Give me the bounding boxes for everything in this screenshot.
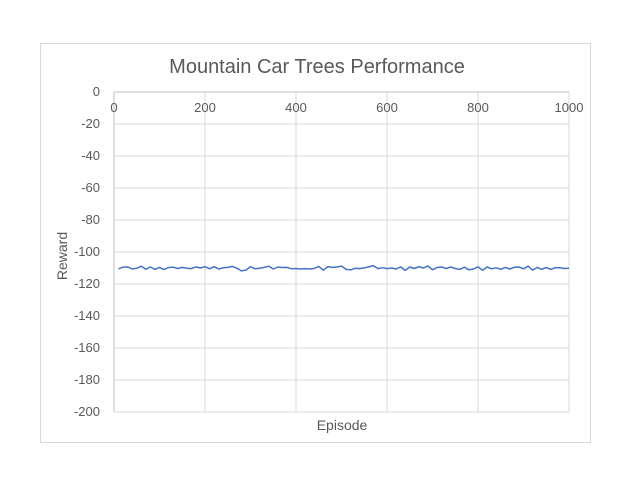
y-tick-label: -100 — [74, 244, 100, 259]
y-tick-label: -180 — [74, 372, 100, 387]
gridlines — [114, 92, 570, 413]
tick-labels: 0 -20 -40 -60 -80 -100 -120 -140 -160 -180 -200 0 20… — [74, 84, 583, 419]
x-tick-label: 0 — [110, 100, 117, 115]
x-tick-label: 1000 — [555, 100, 584, 115]
chart-title: Mountain Car Trees Performance — [169, 56, 465, 78]
series-line — [118, 264, 570, 272]
series-layer — [118, 264, 570, 272]
y-tick-label: -120 — [74, 276, 100, 291]
chart-area: 0 -20 -40 -60 -80 -100 -120 -140 -160 -180 -200 0 20… — [40, 43, 591, 443]
y-tick-label: -160 — [74, 340, 100, 355]
y-tick-label: -40 — [81, 148, 100, 163]
y-tick-label: -20 — [81, 116, 100, 131]
x-tick-label: 200 — [194, 100, 216, 115]
chart-svg: 0 -20 -40 -60 -80 -100 -120 -140 -160 -180 -200 0 20… — [54, 56, 583, 433]
y-axis-label: Reward — [54, 232, 70, 280]
x-tick-label: 600 — [376, 100, 398, 115]
axes — [113, 91, 569, 412]
y-tick-label: -200 — [74, 404, 100, 419]
y-tick-label: -140 — [74, 308, 100, 323]
y-tick-label: 0 — [93, 84, 100, 99]
x-tick-label: 800 — [467, 100, 489, 115]
x-axis-label: Episode — [317, 417, 368, 433]
y-tick-label: -60 — [81, 180, 100, 195]
y-tick-label: -80 — [81, 212, 100, 227]
x-tick-label: 400 — [285, 100, 307, 115]
